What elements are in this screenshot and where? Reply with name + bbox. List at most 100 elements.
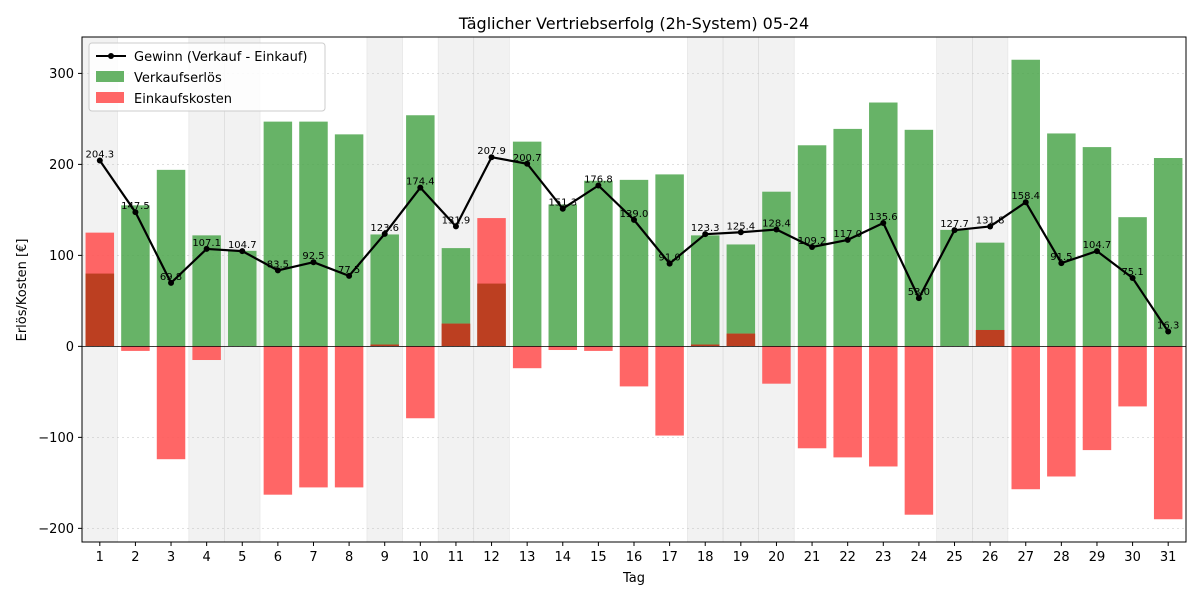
profit-point	[1022, 199, 1029, 206]
profit-value-label: 125.4	[727, 221, 756, 232]
profit-value-label: 135.6	[869, 212, 898, 223]
revenue-bar	[1118, 217, 1147, 347]
chart-title: Täglicher Vertriebserfolg (2h-System) 05…	[458, 14, 809, 33]
x-tick-label: 27	[1017, 550, 1034, 565]
x-axis-label: Tag	[622, 571, 645, 586]
x-tick-label: 14	[555, 550, 572, 565]
profit-value-label: 131.8	[976, 215, 1005, 226]
x-tick-label: 17	[661, 550, 678, 565]
profit-point	[239, 248, 246, 255]
revenue-bar	[619, 179, 649, 347]
overlap-bar	[975, 329, 1005, 347]
cost-bar	[1047, 346, 1076, 477]
profit-value-label: 158.4	[1011, 191, 1040, 202]
x-tick-label: 23	[875, 550, 892, 565]
legend-label-revenue: Verkaufserlös	[134, 71, 222, 86]
revenue-bar	[904, 129, 934, 347]
y-tick-label: 200	[49, 158, 74, 173]
profit-value-label: 91.0	[658, 253, 680, 264]
overlap-bar	[726, 333, 756, 347]
y-axis-label: Erlös/Kosten [€]	[15, 239, 30, 342]
y-tick-label: 0	[66, 340, 74, 355]
revenue-bar	[1082, 147, 1112, 347]
profit-point	[274, 267, 281, 274]
profit-point	[880, 219, 887, 226]
cost-bar	[548, 346, 578, 351]
revenue-bar	[192, 235, 221, 347]
cost-bar	[512, 346, 542, 369]
profit-point	[524, 160, 531, 167]
x-tick-label: 9	[381, 550, 389, 565]
x-tick-label: 30	[1124, 550, 1141, 565]
revenue-bar	[512, 141, 542, 347]
profit-value-label: 128.4	[762, 219, 791, 230]
x-tick-label: 10	[412, 550, 429, 565]
profit-value-label: 127.7	[940, 219, 969, 230]
overlap-bar	[441, 323, 471, 347]
x-tick-label: 22	[839, 550, 856, 565]
revenue-bar	[584, 180, 613, 347]
cost-bar	[797, 346, 827, 449]
revenue-bar	[156, 169, 186, 347]
x-tick-label: 26	[982, 550, 999, 565]
cost-bar	[334, 346, 364, 488]
y-tick-label: −200	[38, 522, 74, 537]
profit-value-label: 174.4	[406, 177, 435, 188]
cost-bar	[833, 346, 862, 458]
x-tick-label: 19	[733, 550, 750, 565]
cost-bar	[869, 346, 898, 467]
x-tick-label: 6	[274, 550, 282, 565]
cost-bar	[121, 346, 150, 351]
profit-line	[96, 154, 1172, 335]
profit-value-label: 207.9	[477, 146, 506, 157]
y-tick-label: −100	[38, 431, 74, 446]
x-tick-label: 25	[946, 550, 963, 565]
x-tick-label: 31	[1160, 550, 1177, 565]
profit-point	[203, 245, 210, 252]
profit-point	[132, 209, 139, 216]
profit-value-label: 91.5	[1050, 252, 1072, 263]
y-axis: −200 −100 0 100 200 300	[38, 67, 82, 537]
profit-point	[346, 272, 353, 279]
cost-bar	[1082, 346, 1112, 451]
legend: Gewinn (Verkauf - Einkauf) Verkaufserlös…	[88, 42, 326, 112]
revenue-bar	[762, 191, 791, 347]
profit-value-label: 109.2	[798, 236, 827, 247]
profit-value-label: 83.5	[267, 259, 289, 270]
y-tick-label: 100	[49, 249, 74, 264]
x-tick-label: 8	[345, 550, 353, 565]
overlap-bar	[477, 283, 506, 347]
profit-point	[452, 223, 459, 230]
y-tick-label: 300	[49, 67, 74, 82]
profit-value-label: 69.8	[160, 272, 182, 283]
profit-value-label: 107.1	[192, 238, 221, 249]
profit-point	[1093, 248, 1100, 255]
profit-value-label: 104.7	[1083, 240, 1112, 251]
x-tick-label: 4	[203, 550, 211, 565]
profit-point	[773, 226, 780, 233]
x-tick-label: 7	[309, 550, 317, 565]
profit-point	[168, 279, 175, 286]
x-tick-label: 16	[626, 550, 643, 565]
x-tick-label: 13	[519, 550, 536, 565]
profit-value-label: 16.3	[1157, 321, 1179, 332]
profit-point	[96, 157, 103, 164]
cost-bar	[655, 346, 684, 436]
profit-value-label: 151.3	[548, 198, 577, 209]
profit-value-label: 123.3	[691, 223, 720, 234]
profit-point	[809, 244, 816, 251]
profit-point	[737, 229, 744, 236]
profit-point	[702, 231, 709, 238]
cost-bar	[619, 346, 649, 387]
profit-value-label: 53.0	[908, 287, 930, 298]
revenue-bar	[726, 244, 756, 347]
cost-bar	[192, 346, 221, 361]
revenue-bar	[975, 242, 1005, 347]
x-tick-label: 20	[768, 550, 785, 565]
legend-label-profit: Gewinn (Verkauf - Einkauf)	[134, 50, 307, 65]
profit-point	[417, 184, 424, 191]
profit-point	[310, 259, 317, 266]
legend-swatch-revenue	[96, 71, 124, 82]
cost-bar	[299, 346, 328, 488]
profit-point	[381, 230, 388, 237]
